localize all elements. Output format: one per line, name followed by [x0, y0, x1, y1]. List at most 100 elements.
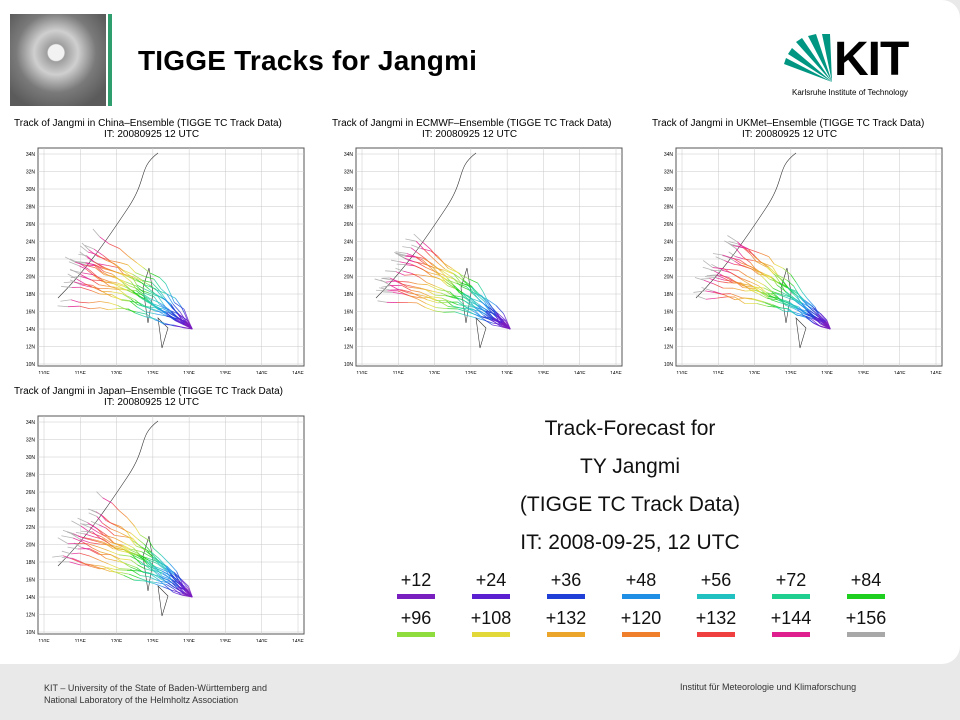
- track-segment: [815, 316, 825, 324]
- track-segment: [90, 549, 99, 555]
- track-segment: [812, 322, 821, 327]
- track-segment: [463, 308, 475, 315]
- track-segment: [454, 311, 464, 315]
- track-segment: [739, 259, 748, 266]
- plot-title: Track of Jangmi in ECMWF–Ensemble (TIGGE…: [332, 118, 612, 129]
- legend-item: +12: [386, 570, 446, 599]
- track-segment: [727, 235, 738, 243]
- y-tick-label: 12N: [26, 345, 36, 351]
- footer-line-2: National Laboratory of the Helmholtz Ass…: [44, 695, 239, 705]
- track-segment: [134, 579, 145, 582]
- track-segment: [71, 558, 83, 564]
- y-tick-label: 18N: [664, 292, 674, 298]
- track-map-ecmwf: 110E 115E 120E 125E 130E 135E 140E 145E 34N 32N 30…: [344, 147, 623, 374]
- track-segment: [130, 551, 139, 556]
- track-segment: [125, 281, 137, 287]
- track-segment: [456, 296, 467, 303]
- track-segment: [101, 536, 112, 544]
- track-segment: [141, 294, 150, 300]
- track-segment: [99, 567, 111, 572]
- track-segment: [106, 535, 115, 544]
- track-segment: [144, 568, 155, 572]
- track-segment: [115, 569, 128, 571]
- track-segment: [405, 255, 417, 258]
- track-segment: [101, 291, 112, 297]
- track-segment: [475, 293, 485, 302]
- y-tick-label: 24N: [26, 240, 36, 246]
- track-segment: [477, 282, 484, 293]
- track-segment: [771, 266, 778, 276]
- track-segment: [75, 261, 84, 266]
- footer-institution: KIT – University of the State of Baden-W…: [44, 682, 267, 706]
- track-segment: [96, 491, 103, 499]
- track-segment: [418, 294, 427, 297]
- track-segment: [118, 272, 128, 277]
- track-segment: [713, 283, 724, 289]
- track-segment: [123, 271, 133, 278]
- track-segment: [401, 284, 412, 291]
- track-segment: [777, 274, 788, 281]
- y-tick-label: 12N: [344, 345, 354, 351]
- track-segment: [94, 267, 105, 276]
- track-segment: [395, 271, 405, 276]
- track-segment: [465, 286, 473, 293]
- track-segment: [108, 308, 119, 311]
- track-segment: [107, 265, 118, 268]
- track-segment: [143, 267, 151, 274]
- x-tick-label: 120E: [749, 371, 761, 374]
- track-segment: [127, 289, 139, 296]
- track-segment: [61, 286, 72, 288]
- track-segment: [814, 306, 819, 315]
- track-segment: [460, 285, 470, 291]
- track-segment: [445, 295, 457, 298]
- track-segment: [740, 282, 751, 291]
- track-segment: [88, 512, 98, 517]
- y-tick-label: 30N: [664, 187, 674, 193]
- track-segment: [457, 301, 466, 308]
- track-segment: [435, 294, 447, 297]
- legend-item: +48: [611, 570, 671, 599]
- track-segment: [471, 298, 479, 305]
- track-segment: [95, 253, 106, 261]
- track-segment: [138, 577, 148, 582]
- track-segment: [801, 291, 808, 299]
- track-segment: [177, 313, 188, 321]
- legend-label: +156: [845, 608, 887, 628]
- legend-row-1: +12 +24 +36 +48 +56 +72 +84: [386, 570, 906, 610]
- track-segment: [749, 253, 757, 263]
- track-segment: [160, 568, 170, 573]
- track-segment: [779, 281, 786, 292]
- track-segment: [146, 563, 154, 571]
- x-tick-label: 130E: [821, 371, 833, 374]
- track-segment: [728, 269, 739, 271]
- legend-swatch: [772, 632, 810, 637]
- track-segment: [399, 261, 412, 265]
- track-segment: [102, 515, 111, 523]
- track-segment: [168, 579, 178, 588]
- track-segment: [184, 588, 193, 598]
- track-segment: [488, 303, 496, 313]
- plot-title: Track of Jangmi in China–Ensemble (TIGGE…: [14, 118, 282, 129]
- page-title: TIGGE Tracks for Jangmi: [138, 45, 478, 76]
- track-segment: [450, 276, 461, 284]
- track-segment: [764, 279, 774, 289]
- track-segment: [137, 564, 145, 570]
- track-segment: [490, 319, 501, 326]
- x-tick-label: 135E: [858, 371, 870, 374]
- legend-item: +120: [611, 608, 671, 637]
- track-segment: [102, 267, 111, 271]
- track-segment: [403, 270, 413, 274]
- kit-logo-subtitle: Karlsruhe Institute of Technology: [792, 88, 908, 97]
- track-segment: [438, 263, 446, 270]
- track-segment: [811, 305, 819, 315]
- track-segment: [743, 265, 754, 271]
- track-segment: [159, 302, 169, 310]
- y-tick-label: 26N: [26, 222, 36, 228]
- track-segment: [92, 228, 101, 238]
- track-segment: [128, 552, 138, 556]
- track-segment: [796, 295, 803, 305]
- y-tick-label: 32N: [26, 170, 36, 176]
- track-segment: [179, 311, 186, 321]
- track-segment: [93, 564, 104, 567]
- legend-label: +108: [470, 608, 512, 628]
